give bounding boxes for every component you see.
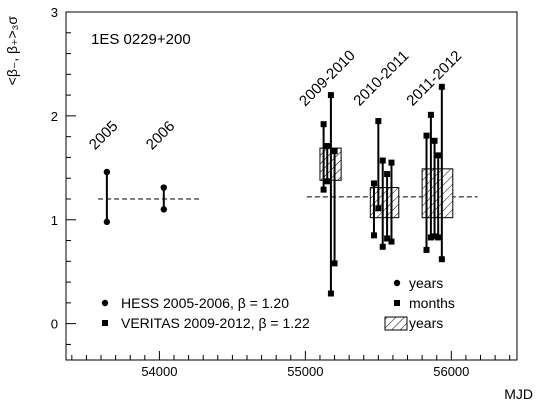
veritas-month-high-point [379,157,386,164]
year-label: 2005 [86,118,122,154]
veritas-month-low-point [423,246,430,253]
legend-label: months [409,295,455,311]
y-tick-label: 0 [51,317,58,332]
veritas-month-low-point [388,238,395,245]
veritas-month-high-point [384,171,391,178]
veritas-month-high-point [327,92,334,99]
hess-low-point [160,206,167,213]
y-axis-label: <β₋, β₊>₃σ [4,16,20,86]
veritas-month-high-point [388,159,395,166]
legend-right: years months years [384,275,455,331]
veritas-month-high-point [370,180,377,187]
legend-left: HESS 2005-2006, β = 1.20 VERITAS 2009-201… [101,295,310,331]
legend-label: HESS 2005-2006, β = 1.20 [121,295,289,311]
veritas-month-low-point [320,186,327,193]
hess-low-point [103,218,111,226]
y-tick-label: 2 [51,109,58,124]
legend-circle-marker [101,299,109,307]
hess-high-point [160,184,167,191]
veritas-year-box [369,187,400,219]
legend-square-marker [394,300,400,306]
hess-high-point [103,168,111,176]
veritas-month-high-point [324,143,331,150]
veritas-month-low-point [427,234,434,241]
year-label: 2011-2012 [403,47,465,109]
veritas-month-low-point [331,260,338,267]
veritas-month-low-point [435,234,442,241]
veritas-month-low-point [370,232,377,239]
veritas-month-high-point [427,111,434,118]
plot-frame [65,11,518,361]
legend-hatched-box [384,316,408,331]
veritas-month-low-point [384,235,391,242]
veritas-month-low-point [327,290,334,297]
year-label: 2009-2010 [296,47,359,110]
legend-label: VERITAS 2009-2012, β = 1.22 [121,315,310,331]
legend-label: years [409,275,443,291]
legend-label: years [409,315,443,331]
legend-circle-marker [393,279,401,287]
x-tick-label: 56000 [433,364,469,379]
veritas-month-high-point [431,137,438,144]
veritas-month-high-point [423,132,430,139]
y-tick-label: 3 [51,5,58,20]
chart-title: 1ES 0229+200 [91,31,191,48]
veritas-month-low-point [375,205,382,212]
veritas-month-low-point [431,233,438,240]
x-tick-label: 55000 [287,364,323,379]
veritas-month-low-point [379,243,386,250]
veritas-month-low-point [324,178,331,185]
veritas-month-low-point [438,256,445,263]
veritas-month-high-point [435,152,442,159]
x-axis-label: MJD [504,386,533,402]
veritas-month-high-point [331,148,338,155]
veritas-month-high-point [375,118,382,125]
veritas-month-high-point [320,121,327,128]
year-label: 2010-2011 [350,47,412,109]
x-tick-label: 54000 [141,364,177,379]
veritas-month-high-point [438,83,445,90]
y-tick-label: 1 [51,213,58,228]
legend-square-marker [102,320,108,326]
year-label: 2006 [143,118,179,154]
